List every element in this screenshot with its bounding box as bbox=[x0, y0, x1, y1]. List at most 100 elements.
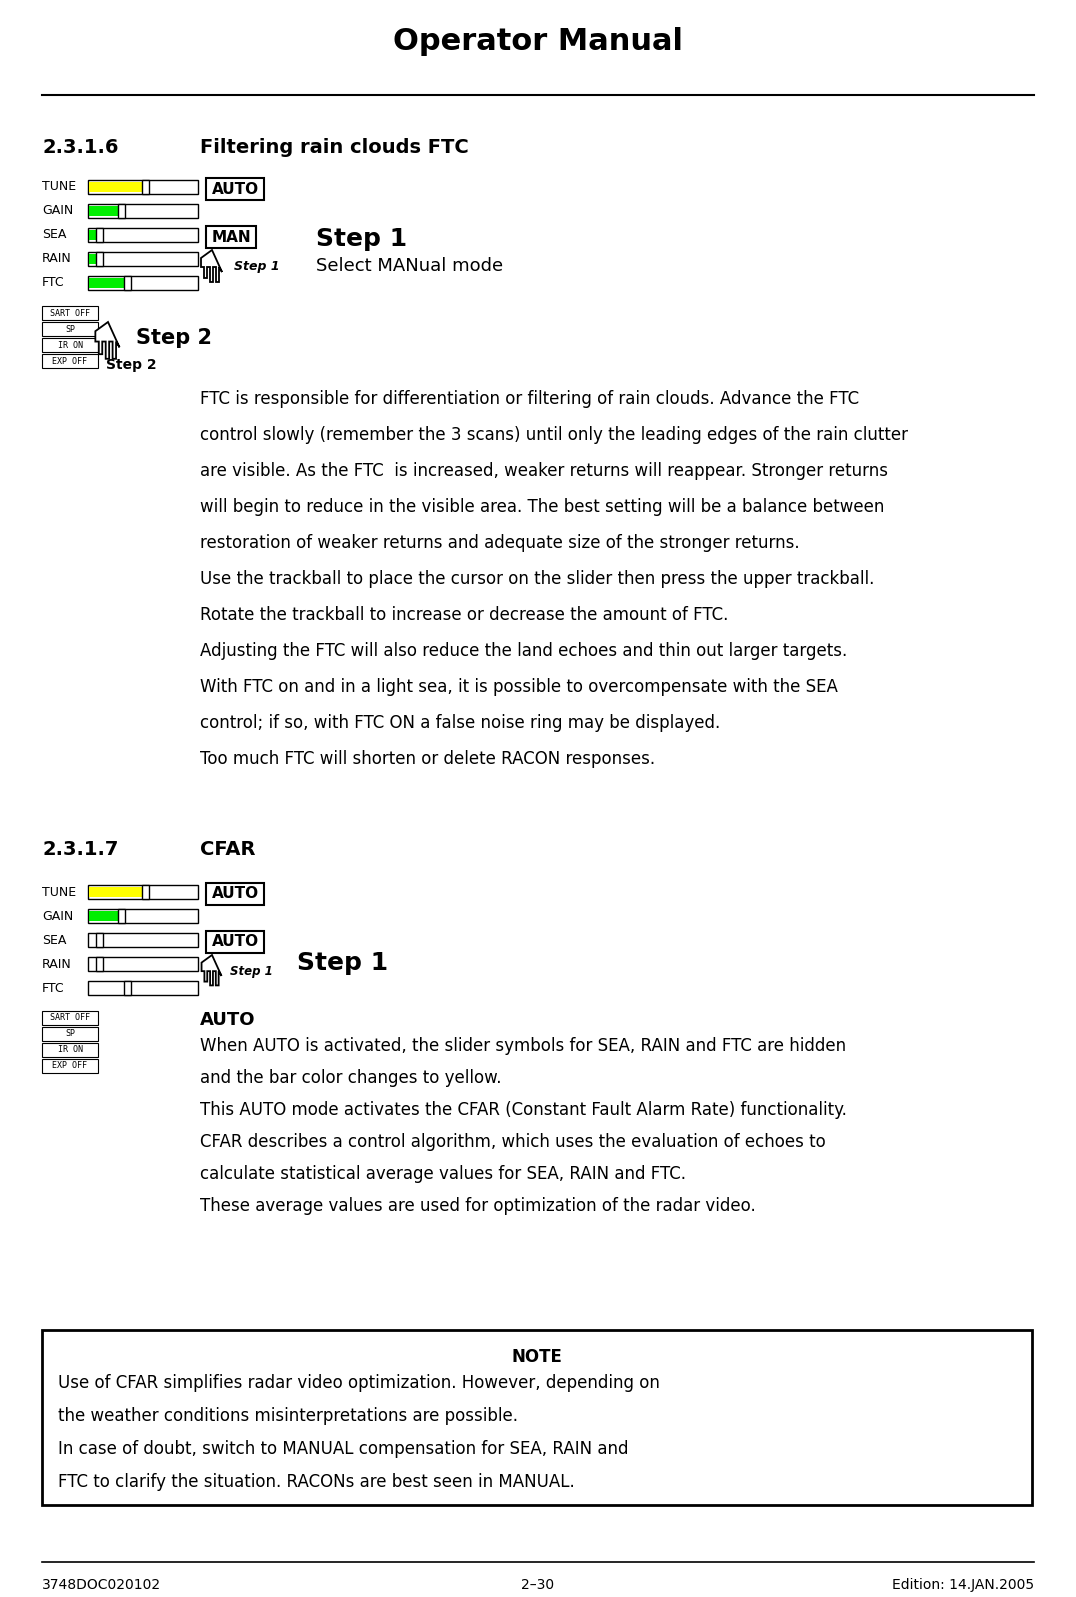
Bar bbox=[42, 323, 98, 335]
Text: 2.3.1.7: 2.3.1.7 bbox=[42, 840, 118, 859]
Text: 2.3.1.6: 2.3.1.6 bbox=[42, 137, 118, 157]
Bar bbox=[88, 180, 198, 193]
Bar bbox=[142, 180, 150, 193]
Bar bbox=[89, 886, 144, 898]
Text: restoration of weaker returns and adequate size of the stronger returns.: restoration of weaker returns and adequa… bbox=[200, 533, 799, 553]
Text: EXP OFF: EXP OFF bbox=[53, 356, 87, 366]
Bar bbox=[89, 182, 144, 192]
Text: SART OFF: SART OFF bbox=[49, 308, 90, 318]
Bar bbox=[88, 228, 198, 243]
Polygon shape bbox=[96, 323, 119, 359]
Text: and the bar color changes to yellow.: and the bar color changes to yellow. bbox=[200, 1068, 501, 1088]
Bar bbox=[88, 252, 198, 267]
Text: CFAR describes a control algorithm, which uses the evaluation of echoes to: CFAR describes a control algorithm, whic… bbox=[200, 1132, 825, 1151]
Text: GAIN: GAIN bbox=[42, 204, 73, 217]
Bar bbox=[89, 206, 121, 216]
Text: 3748DOC020102: 3748DOC020102 bbox=[42, 1578, 161, 1592]
Bar bbox=[89, 254, 98, 264]
Bar bbox=[96, 933, 103, 947]
Text: CFAR: CFAR bbox=[200, 840, 255, 859]
Text: AUTO: AUTO bbox=[212, 934, 258, 950]
Text: AUTO: AUTO bbox=[212, 886, 258, 901]
Bar bbox=[42, 1043, 98, 1057]
Text: MAN: MAN bbox=[211, 230, 251, 244]
Text: Edition: 14.JAN.2005: Edition: 14.JAN.2005 bbox=[892, 1578, 1034, 1592]
Text: Use of CFAR simplifies radar video optimization. However, depending on: Use of CFAR simplifies radar video optim… bbox=[58, 1373, 660, 1393]
Bar bbox=[206, 931, 264, 953]
Text: Step 2: Step 2 bbox=[136, 327, 212, 348]
Text: Use the trackball to place the cursor on the slider then press the upper trackba: Use the trackball to place the cursor on… bbox=[200, 570, 875, 588]
Text: GAIN: GAIN bbox=[42, 910, 73, 923]
Text: are visible. As the FTC  is increased, weaker returns will reappear. Stronger re: are visible. As the FTC is increased, we… bbox=[200, 462, 888, 481]
Bar bbox=[88, 909, 198, 923]
Text: Step 2: Step 2 bbox=[107, 358, 157, 372]
Text: FTC is responsible for differentiation or filtering of rain clouds. Advance the : FTC is responsible for differentiation o… bbox=[200, 390, 859, 407]
Bar bbox=[118, 204, 125, 219]
Text: This AUTO mode activates the CFAR (Constant Fault Alarm Rate) functionality.: This AUTO mode activates the CFAR (Const… bbox=[200, 1100, 847, 1119]
Text: SEA: SEA bbox=[42, 228, 67, 241]
Text: With FTC on and in a light sea, it is possible to overcompensate with the SEA: With FTC on and in a light sea, it is po… bbox=[200, 679, 838, 696]
Bar bbox=[206, 177, 264, 200]
Bar bbox=[96, 957, 103, 971]
Bar bbox=[88, 276, 198, 291]
Text: RAIN: RAIN bbox=[42, 958, 72, 971]
Bar bbox=[206, 227, 256, 248]
Bar bbox=[42, 355, 98, 367]
Text: TUNE: TUNE bbox=[42, 885, 76, 899]
Text: RAIN: RAIN bbox=[42, 252, 72, 265]
Text: calculate statistical average values for SEA, RAIN and FTC.: calculate statistical average values for… bbox=[200, 1164, 686, 1183]
Bar bbox=[88, 204, 198, 219]
Text: IR ON: IR ON bbox=[57, 340, 83, 350]
Text: When AUTO is activated, the slider symbols for SEA, RAIN and FTC are hidden: When AUTO is activated, the slider symbo… bbox=[200, 1036, 846, 1056]
Text: Step 1: Step 1 bbox=[316, 227, 407, 251]
Bar bbox=[89, 278, 126, 287]
Text: AUTO: AUTO bbox=[200, 1011, 255, 1028]
Text: FTC: FTC bbox=[42, 982, 65, 995]
Bar bbox=[88, 957, 198, 971]
Text: the weather conditions misinterpretations are possible.: the weather conditions misinterpretation… bbox=[58, 1407, 518, 1425]
Text: NOTE: NOTE bbox=[511, 1348, 563, 1365]
Text: control; if so, with FTC ON a false noise ring may be displayed.: control; if so, with FTC ON a false nois… bbox=[200, 714, 720, 731]
Bar bbox=[42, 1027, 98, 1041]
Bar bbox=[124, 981, 130, 995]
Text: Select MANual mode: Select MANual mode bbox=[316, 257, 504, 275]
Bar bbox=[42, 339, 98, 351]
Text: Step 1: Step 1 bbox=[230, 965, 272, 977]
Bar bbox=[96, 252, 103, 267]
Text: AUTO: AUTO bbox=[212, 182, 258, 196]
Text: FTC: FTC bbox=[42, 276, 65, 289]
Text: These average values are used for optimization of the radar video.: These average values are used for optimi… bbox=[200, 1198, 755, 1215]
Text: SP: SP bbox=[65, 324, 75, 334]
Text: Operator Manual: Operator Manual bbox=[393, 27, 683, 56]
Bar bbox=[206, 883, 264, 905]
Polygon shape bbox=[201, 251, 222, 283]
Text: EXP OFF: EXP OFF bbox=[53, 1062, 87, 1070]
Text: IR ON: IR ON bbox=[57, 1046, 83, 1054]
Text: Step 1: Step 1 bbox=[233, 260, 280, 273]
Bar bbox=[124, 276, 130, 291]
Bar bbox=[118, 909, 125, 923]
Bar bbox=[89, 910, 121, 921]
Bar bbox=[42, 1330, 1032, 1504]
Bar bbox=[96, 228, 103, 243]
Text: SART OFF: SART OFF bbox=[49, 1014, 90, 1022]
Polygon shape bbox=[201, 955, 222, 985]
Text: Filtering rain clouds FTC: Filtering rain clouds FTC bbox=[200, 137, 469, 157]
Bar bbox=[88, 933, 198, 947]
Text: Rotate the trackball to increase or decrease the amount of FTC.: Rotate the trackball to increase or decr… bbox=[200, 605, 728, 624]
Bar bbox=[142, 885, 150, 899]
Bar bbox=[42, 1059, 98, 1073]
Text: 2–30: 2–30 bbox=[522, 1578, 554, 1592]
Text: control slowly (remember the 3 scans) until only the leading edges of the rain c: control slowly (remember the 3 scans) un… bbox=[200, 426, 908, 444]
Text: SEA: SEA bbox=[42, 934, 67, 947]
Text: Too much FTC will shorten or delete RACON responses.: Too much FTC will shorten or delete RACO… bbox=[200, 751, 655, 768]
Bar bbox=[89, 230, 98, 240]
Text: will begin to reduce in the visible area. The best setting will be a balance bet: will begin to reduce in the visible area… bbox=[200, 498, 884, 516]
Text: Adjusting the FTC will also reduce the land echoes and thin out larger targets.: Adjusting the FTC will also reduce the l… bbox=[200, 642, 847, 660]
Text: TUNE: TUNE bbox=[42, 180, 76, 193]
Bar bbox=[88, 981, 198, 995]
Bar bbox=[42, 1011, 98, 1025]
Text: In case of doubt, switch to MANUAL compensation for SEA, RAIN and: In case of doubt, switch to MANUAL compe… bbox=[58, 1440, 628, 1458]
Text: FTC to clarify the situation. RACONs are best seen in MANUAL.: FTC to clarify the situation. RACONs are… bbox=[58, 1472, 575, 1492]
Text: SP: SP bbox=[65, 1030, 75, 1038]
